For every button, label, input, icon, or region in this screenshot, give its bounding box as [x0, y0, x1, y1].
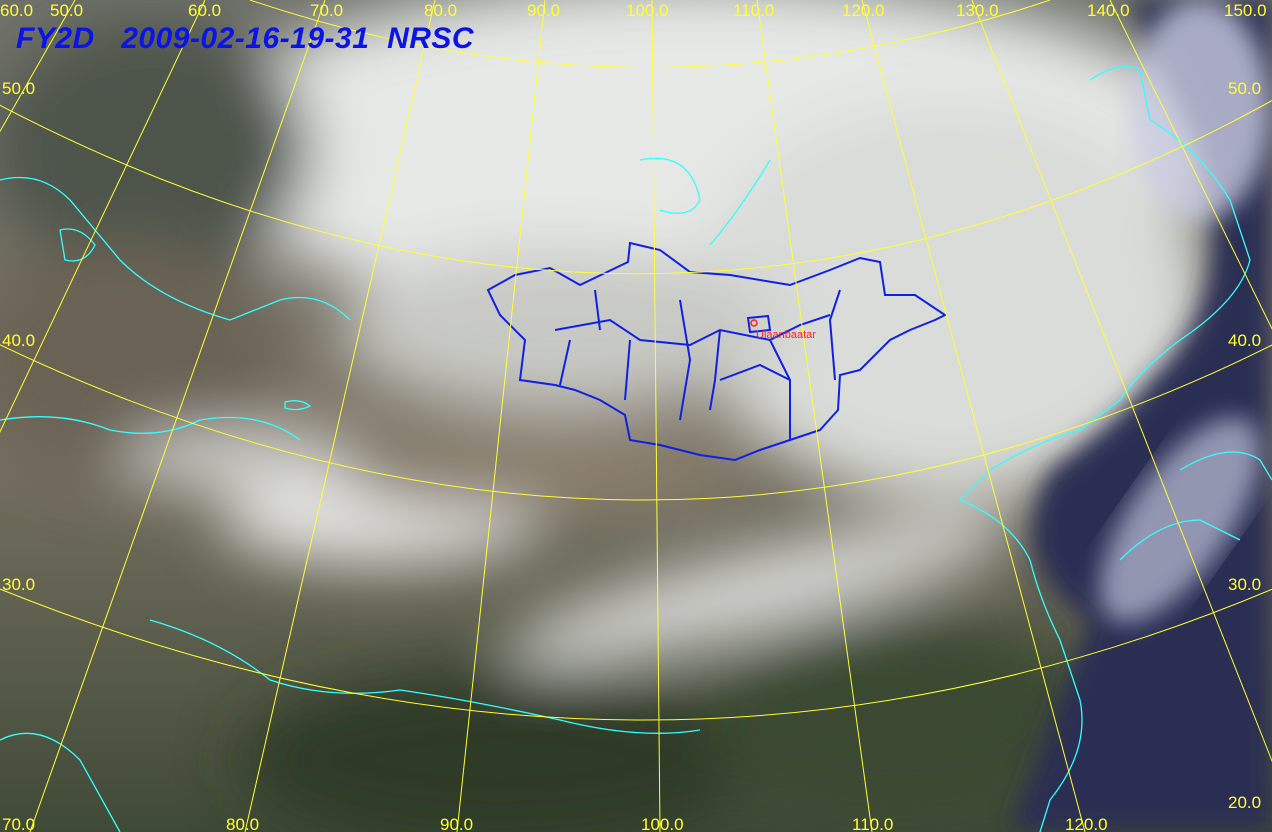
longitude-90-line	[456, 0, 546, 832]
longitude-70-line	[29, 0, 326, 832]
lon-label: 90.0	[440, 815, 473, 832]
ulaanbaatar-marker	[750, 319, 758, 327]
lon-label: 140.0	[1087, 1, 1130, 20]
longitude-110-line	[756, 0, 873, 832]
lon-label: 110.0	[852, 815, 893, 832]
lon-label: 60.0	[188, 1, 221, 20]
latitude-50-line	[0, 99, 1272, 275]
longitude-120-line	[861, 0, 1086, 832]
mongolia-borders	[486, 241, 947, 462]
lat-label: 50.0	[2, 79, 35, 98]
lat-label: 50.0	[1228, 79, 1261, 98]
lon-label: 120.0	[1065, 815, 1108, 832]
cloud-layer	[0, 0, 1220, 832]
lon-label: 120.0	[842, 1, 885, 20]
longitude-140-line	[1109, 0, 1272, 330]
lon-label: 80.0	[424, 1, 457, 20]
left-latitude-labels: 60.0 50.0 40.0 30.0	[0, 1, 35, 594]
lat-label: 40.0	[1228, 331, 1261, 350]
longitude-130-line	[971, 0, 1272, 763]
lon-label: 130.0	[956, 1, 999, 20]
longitude-60-line	[0, 0, 206, 433]
longitude-100-line	[651, 0, 661, 832]
lon-label: 110.0	[733, 1, 774, 20]
lon-label: 50.0	[50, 1, 83, 20]
ocean	[1010, 0, 1272, 832]
lon-label: 70.0	[310, 1, 343, 20]
longitude-80-line	[244, 0, 436, 832]
coastlines	[0, 66, 1272, 832]
lon-label: 80.0	[226, 815, 259, 832]
lat-label: 20.0	[1228, 793, 1261, 812]
bottom-longitude-labels: 70.0 80.0 90.0 100.0 110.0 120.0	[2, 815, 1108, 832]
right-latitude-labels: 50.0 40.0 30.0 20.0	[1228, 79, 1261, 812]
lon-label: 90.0	[527, 1, 560, 20]
latitude-60-line	[249, 0, 1051, 68]
timestamp: 2009-02-16-19-31	[121, 22, 370, 55]
top-longitude-labels: 50.0 60.0 70.0 80.0 90.0 100.0 110.0 120…	[50, 1, 1267, 20]
lat-label: 60.0	[0, 1, 33, 20]
lon-label: 150.0	[1224, 1, 1267, 20]
agency: NRSC	[387, 22, 475, 55]
lat-label: 30.0	[2, 575, 35, 594]
satellite-name: FY2D	[16, 22, 95, 55]
lon-label: 100.0	[641, 815, 684, 832]
city-label-ulaanbaatar: Ulaanbaatar	[756, 329, 816, 341]
lat-label: 30.0	[1228, 575, 1261, 594]
lon-label: 70.0	[2, 815, 35, 832]
image-title: FY2D 2009-02-16-19-31 NRSC	[16, 22, 474, 56]
latitude-40-line	[0, 344, 1272, 501]
lon-label: 100.0	[626, 1, 669, 20]
latitude-30-line	[0, 588, 1272, 721]
lat-label: 40.0	[2, 331, 35, 350]
